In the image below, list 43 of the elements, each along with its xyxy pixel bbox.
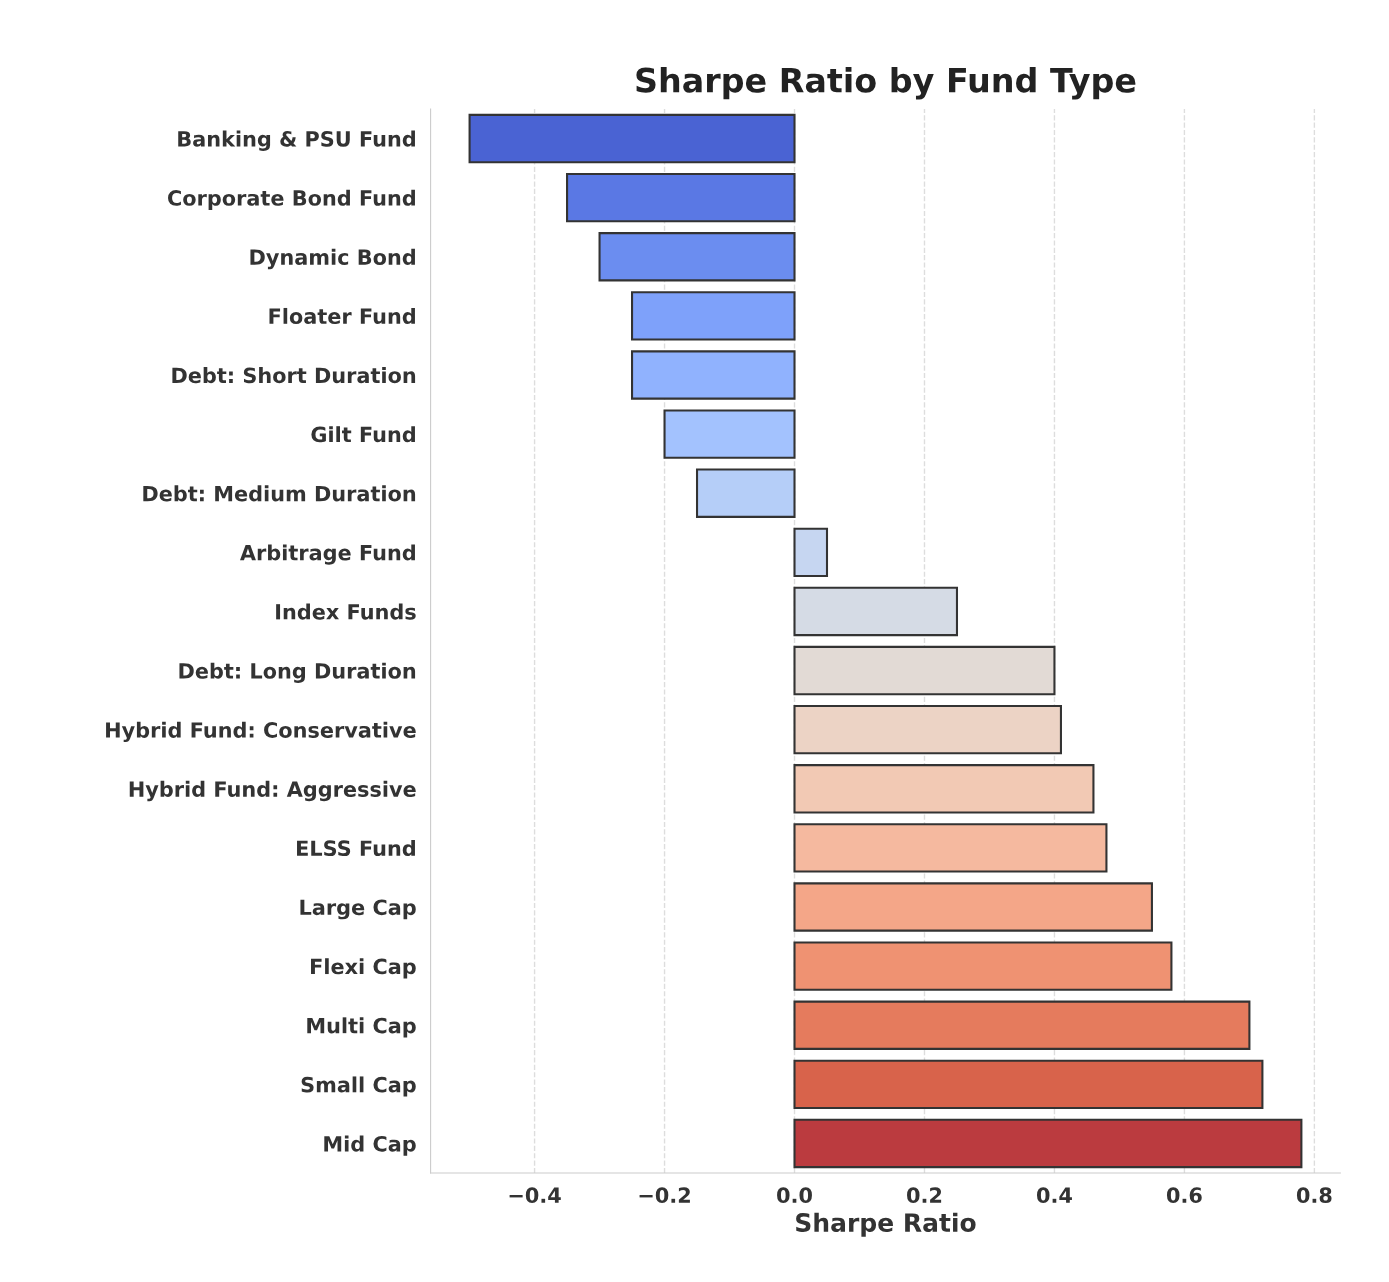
y-tick-label: Corporate Bond Fund (168, 189, 415, 210)
x-tick-label: 0.2 (907, 1187, 942, 1204)
bar (793, 823, 1108, 873)
y-tick-label: Mid Cap (324, 1135, 416, 1156)
y-tick-label: Banking & PSU Fund (178, 130, 415, 151)
x-tick-label: 0.8 (1296, 1187, 1332, 1204)
y-tick-label: Arbitrage Fund (240, 544, 415, 565)
x-tick-label: 0.4 (1036, 1187, 1072, 1204)
bar (793, 882, 1153, 932)
y-tick-label: Flexi Cap (311, 958, 416, 979)
chart-title: Sharpe Ratio by Fund Type (636, 66, 1136, 100)
x-tick-label: −0.4 (509, 1187, 561, 1204)
y-tick-label: Hybrid Fund: Conservative (106, 721, 416, 743)
bar (793, 764, 1095, 814)
bar (793, 704, 1062, 755)
y-tick-label: Index Funds (276, 603, 416, 620)
bar (793, 941, 1173, 991)
y-tick-label: Large Cap (300, 899, 416, 920)
bar (793, 1059, 1264, 1110)
x-tick-label: −0.2 (639, 1187, 690, 1204)
x-tick-label: 0.6 (1166, 1187, 1202, 1204)
y-tick-label: Floater Fund (269, 307, 415, 325)
x-tick-label: 0.0 (777, 1187, 812, 1204)
y-tick-label: ELSS Fund (297, 839, 415, 857)
y-tick-label: Debt: Long Duration (179, 662, 416, 683)
y-tick-label: Gilt Fund (311, 426, 415, 443)
y-tick-label: Hybrid Fund: Aggressive (129, 780, 416, 802)
y-tick-label: Debt: Medium Duration (143, 485, 416, 502)
bar (695, 468, 796, 518)
bar (566, 172, 796, 223)
y-tick-label: Dynamic Bond (250, 248, 415, 270)
bar (793, 1118, 1303, 1169)
bar (631, 350, 796, 400)
bar (793, 527, 829, 578)
y-tick-label: Debt: Short Duration (172, 367, 416, 384)
y-tick-label: Multi Cap (307, 1017, 416, 1038)
bar (663, 409, 796, 459)
bar (631, 291, 796, 341)
bar (598, 232, 796, 282)
bar (793, 1000, 1251, 1050)
x-axis-title: Sharpe Ratio (796, 1212, 976, 1237)
bar (468, 113, 796, 164)
y-tick-label: Small Cap (301, 1076, 416, 1097)
